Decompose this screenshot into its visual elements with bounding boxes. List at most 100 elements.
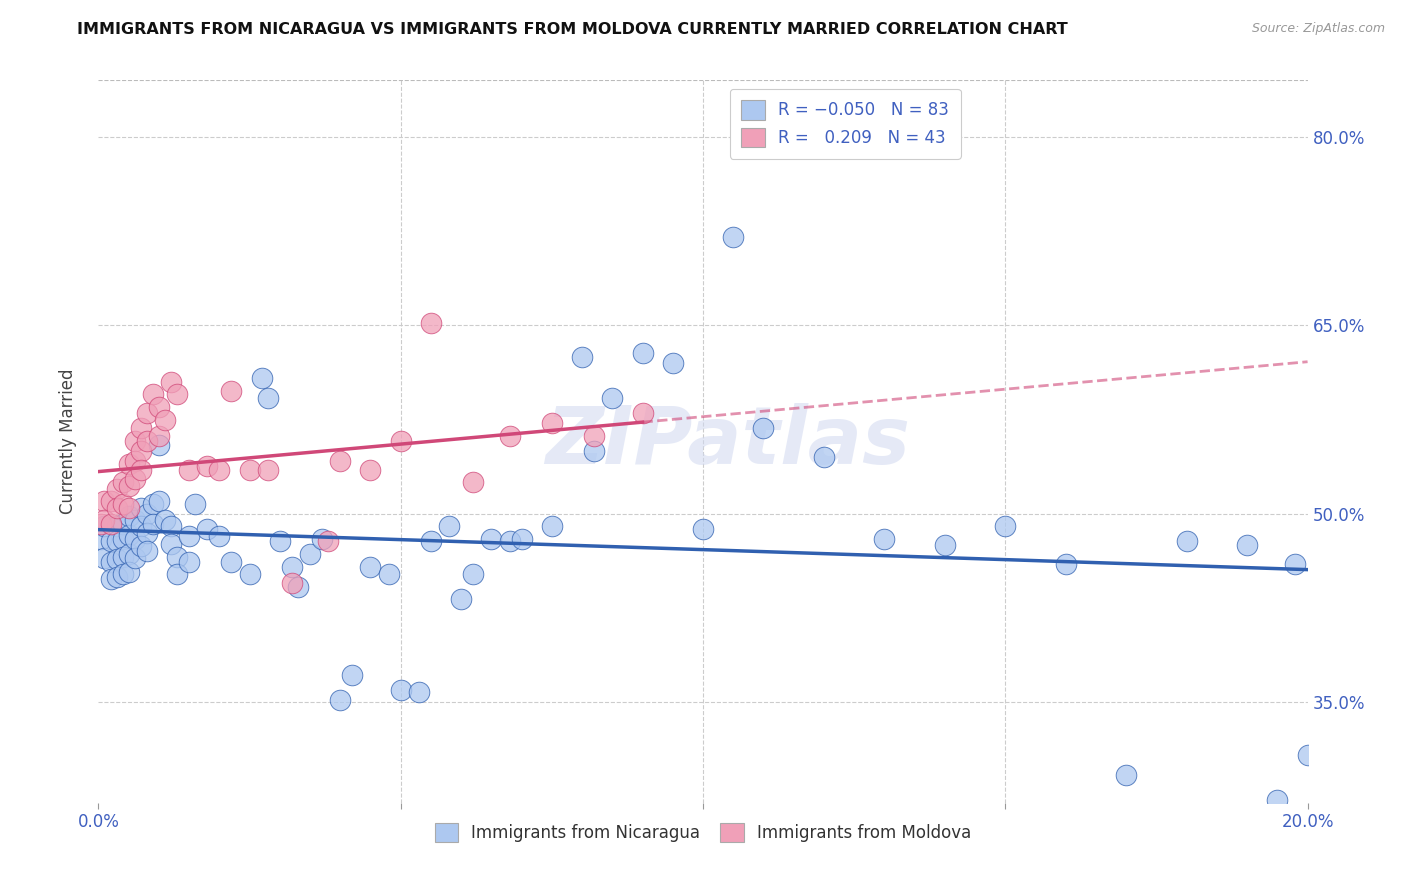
Point <box>571 350 593 364</box>
Point <box>153 513 176 527</box>
Point <box>148 494 170 508</box>
Point <box>287 580 309 594</box>
Point <box>111 475 134 490</box>
Point <box>129 463 152 477</box>
Point <box>129 444 152 458</box>
Point <box>142 387 165 401</box>
Point <box>510 532 533 546</box>
Point <box>111 549 134 564</box>
Point <box>873 532 896 546</box>
Point <box>118 547 141 561</box>
Legend: Immigrants from Nicaragua, Immigrants from Moldova: Immigrants from Nicaragua, Immigrants fr… <box>427 816 979 848</box>
Point <box>1267 793 1289 807</box>
Point <box>93 550 115 565</box>
Point <box>118 500 141 515</box>
Point <box>195 522 218 536</box>
Point <box>281 575 304 590</box>
Point <box>311 532 333 546</box>
Point <box>105 552 128 566</box>
Point <box>360 463 382 477</box>
Point <box>118 479 141 493</box>
Point <box>90 516 112 531</box>
Point <box>250 371 273 385</box>
Point <box>166 387 188 401</box>
Point <box>256 391 278 405</box>
Point <box>269 534 291 549</box>
Point <box>124 550 146 565</box>
Point <box>437 519 460 533</box>
Point <box>100 555 122 569</box>
Point <box>221 555 243 569</box>
Point <box>124 454 146 468</box>
Point <box>166 549 188 564</box>
Point <box>135 544 157 558</box>
Point <box>160 375 183 389</box>
Point <box>124 513 146 527</box>
Point <box>135 406 157 420</box>
Point <box>463 567 485 582</box>
Point <box>208 529 231 543</box>
Point <box>129 421 152 435</box>
Point <box>142 516 165 531</box>
Point <box>377 567 399 582</box>
Point <box>1054 557 1077 571</box>
Point <box>934 538 956 552</box>
Point <box>329 692 352 706</box>
Point <box>498 429 520 443</box>
Point <box>111 532 134 546</box>
Point <box>124 434 146 448</box>
Point <box>329 454 352 468</box>
Point <box>583 444 606 458</box>
Point <box>160 537 183 551</box>
Text: Source: ZipAtlas.com: Source: ZipAtlas.com <box>1251 22 1385 36</box>
Point <box>118 457 141 471</box>
Point <box>124 532 146 546</box>
Point <box>179 529 201 543</box>
Point <box>631 346 654 360</box>
Point <box>239 567 262 582</box>
Point <box>316 534 339 549</box>
Point <box>420 316 443 330</box>
Point <box>111 497 134 511</box>
Point <box>481 532 503 546</box>
Point <box>93 519 115 533</box>
Point <box>299 547 322 561</box>
Point <box>583 429 606 443</box>
Point <box>184 497 207 511</box>
Point <box>100 534 122 549</box>
Point <box>118 565 141 579</box>
Point <box>166 567 188 582</box>
Point <box>342 667 364 681</box>
Point <box>195 458 218 473</box>
Point <box>135 525 157 540</box>
Point <box>111 567 134 582</box>
Point <box>256 463 278 477</box>
Point <box>723 230 745 244</box>
Point <box>208 463 231 477</box>
Point <box>360 559 382 574</box>
Point <box>661 356 683 370</box>
Point <box>498 534 520 549</box>
Point <box>1175 534 1198 549</box>
Point <box>100 494 122 508</box>
Point <box>118 528 141 542</box>
Point <box>463 475 485 490</box>
Point <box>124 472 146 486</box>
Point <box>540 519 562 533</box>
Point <box>1115 768 1137 782</box>
Point <box>118 509 141 524</box>
Point <box>281 559 304 574</box>
Point <box>135 434 157 448</box>
Point <box>389 434 412 448</box>
Point <box>179 463 201 477</box>
Point <box>129 540 152 554</box>
Point <box>450 592 472 607</box>
Point <box>160 519 183 533</box>
Point <box>129 500 152 515</box>
Point <box>540 417 562 431</box>
Point <box>420 534 443 549</box>
Point <box>93 494 115 508</box>
Point <box>221 384 243 398</box>
Point <box>692 522 714 536</box>
Point <box>105 534 128 549</box>
